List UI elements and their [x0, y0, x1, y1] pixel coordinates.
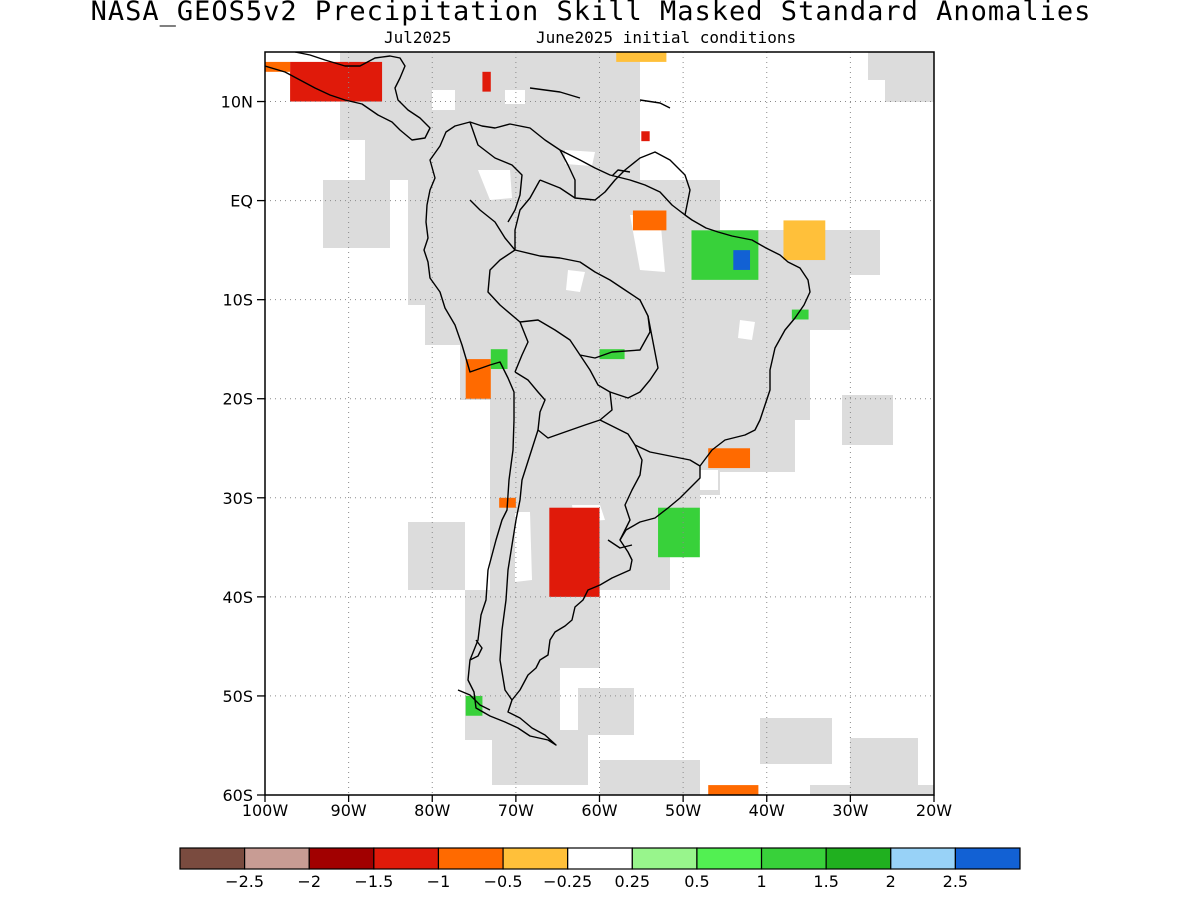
colorbar-swatch	[631, 847, 698, 870]
colorbar-label: 2	[886, 872, 896, 891]
colorbar-label: 0.5	[684, 872, 709, 891]
anomaly-patch	[791, 309, 809, 320]
forecast-month: Jul2025	[384, 28, 452, 47]
anomaly-patch	[708, 448, 751, 469]
colorbar-label: −0.5	[484, 872, 523, 891]
lat-tick-label: 30S	[222, 489, 253, 508]
colorbar-label: 1	[756, 872, 766, 891]
colorbar-swatch	[437, 847, 504, 870]
map-title: NASA_GEOS5v2 Precipitation Skill Masked …	[90, 0, 1092, 27]
colorbar-swatch	[567, 847, 633, 870]
anomaly-patch	[641, 131, 650, 142]
anomaly-patch	[658, 507, 700, 558]
lon-tick-label: 100W	[242, 801, 289, 820]
colorbar-label: −2.5	[225, 872, 264, 891]
colorbar-label: −1	[427, 872, 451, 891]
colorbar-swatch	[760, 847, 827, 870]
anomaly-patch	[549, 507, 600, 597]
colorbar-swatch	[244, 847, 310, 870]
anomaly-patch	[708, 785, 759, 795]
lon-tick-label: 40W	[749, 801, 785, 820]
anomaly-patch	[599, 349, 625, 360]
lat-tick-label: 50S	[222, 687, 253, 706]
anomaly-patch	[290, 61, 383, 102]
anomaly-patch	[482, 71, 491, 92]
lon-tick-label: 20W	[916, 801, 952, 820]
colorbar-label: −0.25	[543, 872, 592, 891]
anomaly-layer	[265, 52, 826, 795]
anomaly-patch	[490, 349, 508, 370]
colorbar-label: 1.5	[813, 872, 838, 891]
colorbar-label: −2	[297, 872, 321, 891]
anomaly-patch	[632, 210, 667, 231]
lon-tick-label: 90W	[331, 801, 367, 820]
colorbar-swatch	[696, 847, 763, 870]
lon-tick-label: 70W	[498, 801, 534, 820]
skill-mask-layer	[323, 52, 934, 795]
anomaly-patch	[265, 61, 291, 72]
colorbar-swatch	[890, 847, 956, 870]
lat-tick-label: 10N	[221, 93, 253, 112]
colorbar-label: −1.5	[354, 872, 393, 891]
colorbar-label: 2.5	[943, 872, 968, 891]
lat-tick-label: 20S	[222, 390, 253, 409]
lat-tick-label: 40S	[222, 588, 253, 607]
lat-tick-label: 10S	[222, 291, 253, 310]
lat-tick-label: 60S	[222, 786, 253, 805]
anomaly-patch	[616, 52, 667, 62]
colorbar-swatch	[308, 847, 375, 870]
colorbar-legend: −2.5 −2 −1.5 −1 −0.5 −0.25 0.25 0.5 1 1.5 2 2.5	[179, 847, 1021, 891]
colorbar-swatch	[954, 847, 1021, 870]
lon-tick-label: 60W	[581, 801, 617, 820]
initial-conditions: June2025 initial conditions	[536, 28, 797, 47]
anomaly-patch	[733, 250, 751, 270]
anomaly-patch	[783, 220, 826, 261]
lon-tick-label: 80W	[414, 801, 450, 820]
lat-tick-label: EQ	[230, 192, 253, 211]
colorbar-label: 0.25	[614, 872, 650, 891]
colorbar-swatch	[179, 847, 246, 870]
lon-tick-label: 50W	[665, 801, 701, 820]
lon-tick-label: 30W	[832, 801, 868, 820]
colorbar-swatch	[825, 847, 892, 870]
anomaly-patch	[465, 359, 491, 399]
coastlines-borders	[265, 52, 811, 746]
colorbar-swatch	[373, 847, 440, 870]
colorbar-swatch	[502, 847, 569, 870]
anomaly-patch	[465, 695, 483, 716]
